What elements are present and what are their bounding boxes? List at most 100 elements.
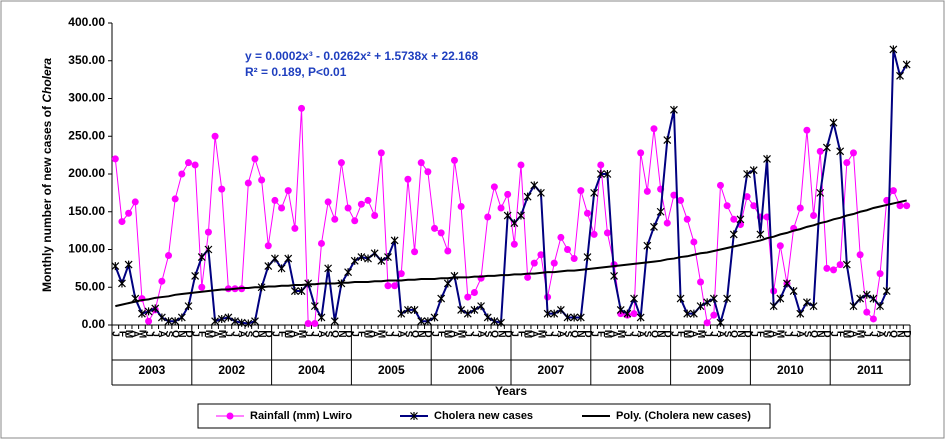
x-tick-label: S xyxy=(402,331,413,338)
point xyxy=(330,317,339,326)
x-tick-label: O xyxy=(569,330,580,338)
x-tick-label: S xyxy=(721,331,732,338)
point xyxy=(224,313,233,322)
point xyxy=(291,224,299,232)
x-tick-label: F xyxy=(675,331,686,337)
x-tick-label: A xyxy=(289,330,300,337)
point xyxy=(876,302,884,311)
x-tick-label: M xyxy=(216,330,227,338)
x-tick-label: O xyxy=(249,330,260,338)
point xyxy=(537,188,545,197)
x-tick-label: O xyxy=(170,330,181,338)
x-tick-label: J xyxy=(309,331,320,337)
point xyxy=(384,253,392,262)
point xyxy=(743,170,751,178)
y-axis-title-text: Monthly number of new cases of xyxy=(40,103,54,292)
point xyxy=(350,256,359,265)
x-tick-label: F xyxy=(436,331,447,337)
point xyxy=(251,155,259,163)
point xyxy=(490,317,499,326)
point xyxy=(324,198,332,206)
x-tick-label: N xyxy=(256,330,267,337)
x-tick-label: J xyxy=(303,331,314,337)
x-tick-label: O xyxy=(888,330,899,338)
point xyxy=(836,261,844,269)
point xyxy=(377,256,386,265)
point xyxy=(198,283,206,291)
point xyxy=(610,271,618,280)
point xyxy=(484,213,492,221)
y-tick-label: 50.00 xyxy=(75,279,105,293)
point xyxy=(829,118,838,127)
point xyxy=(457,202,465,210)
point xyxy=(564,246,572,253)
y-tick-label: 150.00 xyxy=(68,204,105,218)
point xyxy=(364,254,372,263)
point xyxy=(670,105,678,114)
point xyxy=(903,202,911,210)
point xyxy=(723,294,732,303)
point xyxy=(849,302,858,311)
x-tick-label: F xyxy=(835,331,846,337)
point xyxy=(530,181,539,190)
point xyxy=(756,230,765,239)
point xyxy=(809,302,818,311)
x-tick-label: F xyxy=(276,331,287,337)
point xyxy=(590,230,598,238)
point xyxy=(264,242,272,250)
y-tick-label: 350.00 xyxy=(68,53,105,67)
x-tick-label: F xyxy=(595,331,606,337)
point xyxy=(317,313,326,322)
x-tick-label: J xyxy=(223,331,234,337)
point xyxy=(258,176,266,184)
point xyxy=(430,313,439,322)
point xyxy=(145,317,153,325)
year-label: 2006 xyxy=(458,363,485,377)
series-line xyxy=(115,199,907,308)
x-tick-label: J xyxy=(781,331,792,337)
point xyxy=(749,166,758,175)
point xyxy=(397,270,405,278)
y-tick-label: 250.00 xyxy=(68,128,105,142)
point xyxy=(530,259,538,267)
x-tick-label: N xyxy=(336,330,347,337)
point xyxy=(344,204,352,212)
point xyxy=(417,317,426,326)
point xyxy=(391,282,399,290)
point xyxy=(650,125,658,133)
point xyxy=(676,294,685,303)
point xyxy=(869,315,877,323)
point xyxy=(404,305,412,314)
point xyxy=(596,170,605,178)
point xyxy=(616,305,625,314)
x-tick-label: A xyxy=(156,330,167,337)
x-tick-label: A xyxy=(449,330,460,337)
y-axis-title: Monthly number of new cases of Cholera xyxy=(40,58,54,292)
x-tick-label: J xyxy=(828,331,839,337)
point xyxy=(550,309,559,318)
x-tick-label: N xyxy=(735,330,746,337)
point xyxy=(683,309,692,318)
point xyxy=(862,290,871,299)
point xyxy=(823,264,831,272)
point xyxy=(723,202,731,210)
x-tick-label: O xyxy=(728,330,739,338)
point xyxy=(204,245,213,254)
x-tick-label: M xyxy=(535,330,546,338)
x-tick-label: M xyxy=(602,330,613,338)
point xyxy=(703,298,712,307)
point xyxy=(197,253,206,262)
point xyxy=(810,212,818,220)
x-tick-label: S xyxy=(642,331,653,338)
point xyxy=(184,302,193,311)
point xyxy=(856,294,865,303)
x-tick-label: D xyxy=(183,330,194,337)
x-tick-label: D xyxy=(422,330,433,337)
point xyxy=(537,251,545,259)
point xyxy=(550,259,558,267)
point xyxy=(510,240,518,248)
point xyxy=(118,218,126,226)
point xyxy=(371,212,379,220)
point xyxy=(278,204,286,212)
point xyxy=(351,217,359,225)
